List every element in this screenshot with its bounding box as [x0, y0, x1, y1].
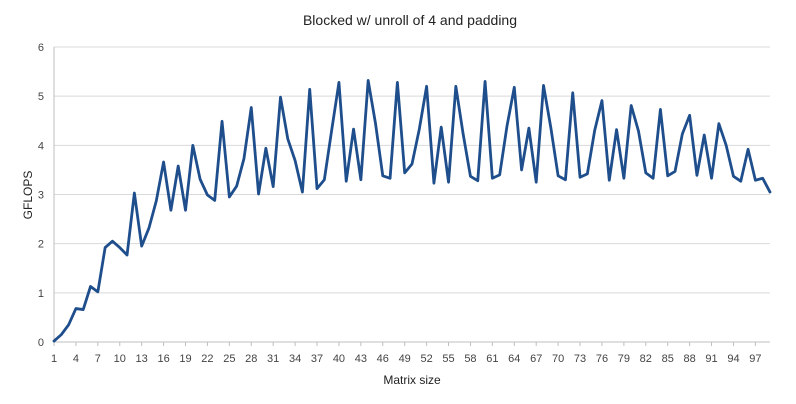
x-tick-label: 40 — [333, 353, 345, 365]
x-tick-label: 73 — [574, 353, 586, 365]
x-tick-label: 34 — [289, 353, 301, 365]
x-tick-label: 37 — [311, 353, 323, 365]
x-tick-label: 58 — [464, 353, 476, 365]
y-tick-label: 5 — [38, 91, 44, 103]
x-tick-label: 91 — [705, 353, 717, 365]
x-tick-label: 1 — [51, 353, 57, 365]
x-tick-label: 70 — [552, 353, 564, 365]
x-tick-label: 82 — [640, 353, 652, 365]
y-tick-label: 0 — [38, 337, 44, 349]
x-tick-label: 55 — [442, 353, 454, 365]
y-axis-title: GFLOPS — [21, 171, 35, 220]
x-tick-label: 76 — [596, 353, 608, 365]
x-tick-label: 7 — [95, 353, 101, 365]
x-tick-label: 22 — [201, 353, 213, 365]
x-tick-label: 97 — [749, 353, 761, 365]
x-tick-label: 94 — [727, 353, 739, 365]
x-tick-label: 16 — [157, 353, 169, 365]
x-tick-labels: 1 4 7 10 13 16 19 22 25 28 31 34 37 40 43 46 49 52 55 58 61 6… — [51, 353, 762, 365]
x-tick-label: 25 — [223, 353, 235, 365]
x-tick-label: 10 — [114, 353, 126, 365]
series-line — [52, 79, 772, 343]
y-tick-label: 2 — [38, 239, 44, 251]
x-tick-label: 67 — [530, 353, 542, 365]
y-tick-label: 4 — [38, 140, 44, 152]
axes — [53, 47, 770, 346]
x-tick-label: 85 — [662, 353, 674, 365]
x-axis-title: Matrix size — [383, 373, 441, 387]
x-tick-label: 28 — [245, 353, 257, 365]
x-tick-label: 49 — [399, 353, 411, 365]
x-tick-label: 19 — [179, 353, 191, 365]
x-tick-label: 13 — [136, 353, 148, 365]
y-tick-label: 1 — [38, 288, 44, 300]
x-tick-label: 52 — [420, 353, 432, 365]
x-tick-label: 4 — [73, 353, 79, 365]
x-tick-label: 31 — [267, 353, 279, 365]
y-tick-label: 6 — [38, 42, 44, 54]
x-tick-label: 88 — [684, 353, 696, 365]
x-tick-label: 79 — [618, 353, 630, 365]
x-tick-label: 64 — [508, 353, 520, 365]
chart-title: Blocked w/ unroll of 4 and padding — [303, 12, 517, 28]
x-tick-label: 43 — [355, 353, 367, 365]
y-tick-labels: 0 1 2 3 4 5 6 — [38, 42, 44, 349]
y-tick-label: 3 — [38, 190, 44, 202]
x-tick-label: 61 — [486, 353, 498, 365]
x-tick-label: 46 — [377, 353, 389, 365]
